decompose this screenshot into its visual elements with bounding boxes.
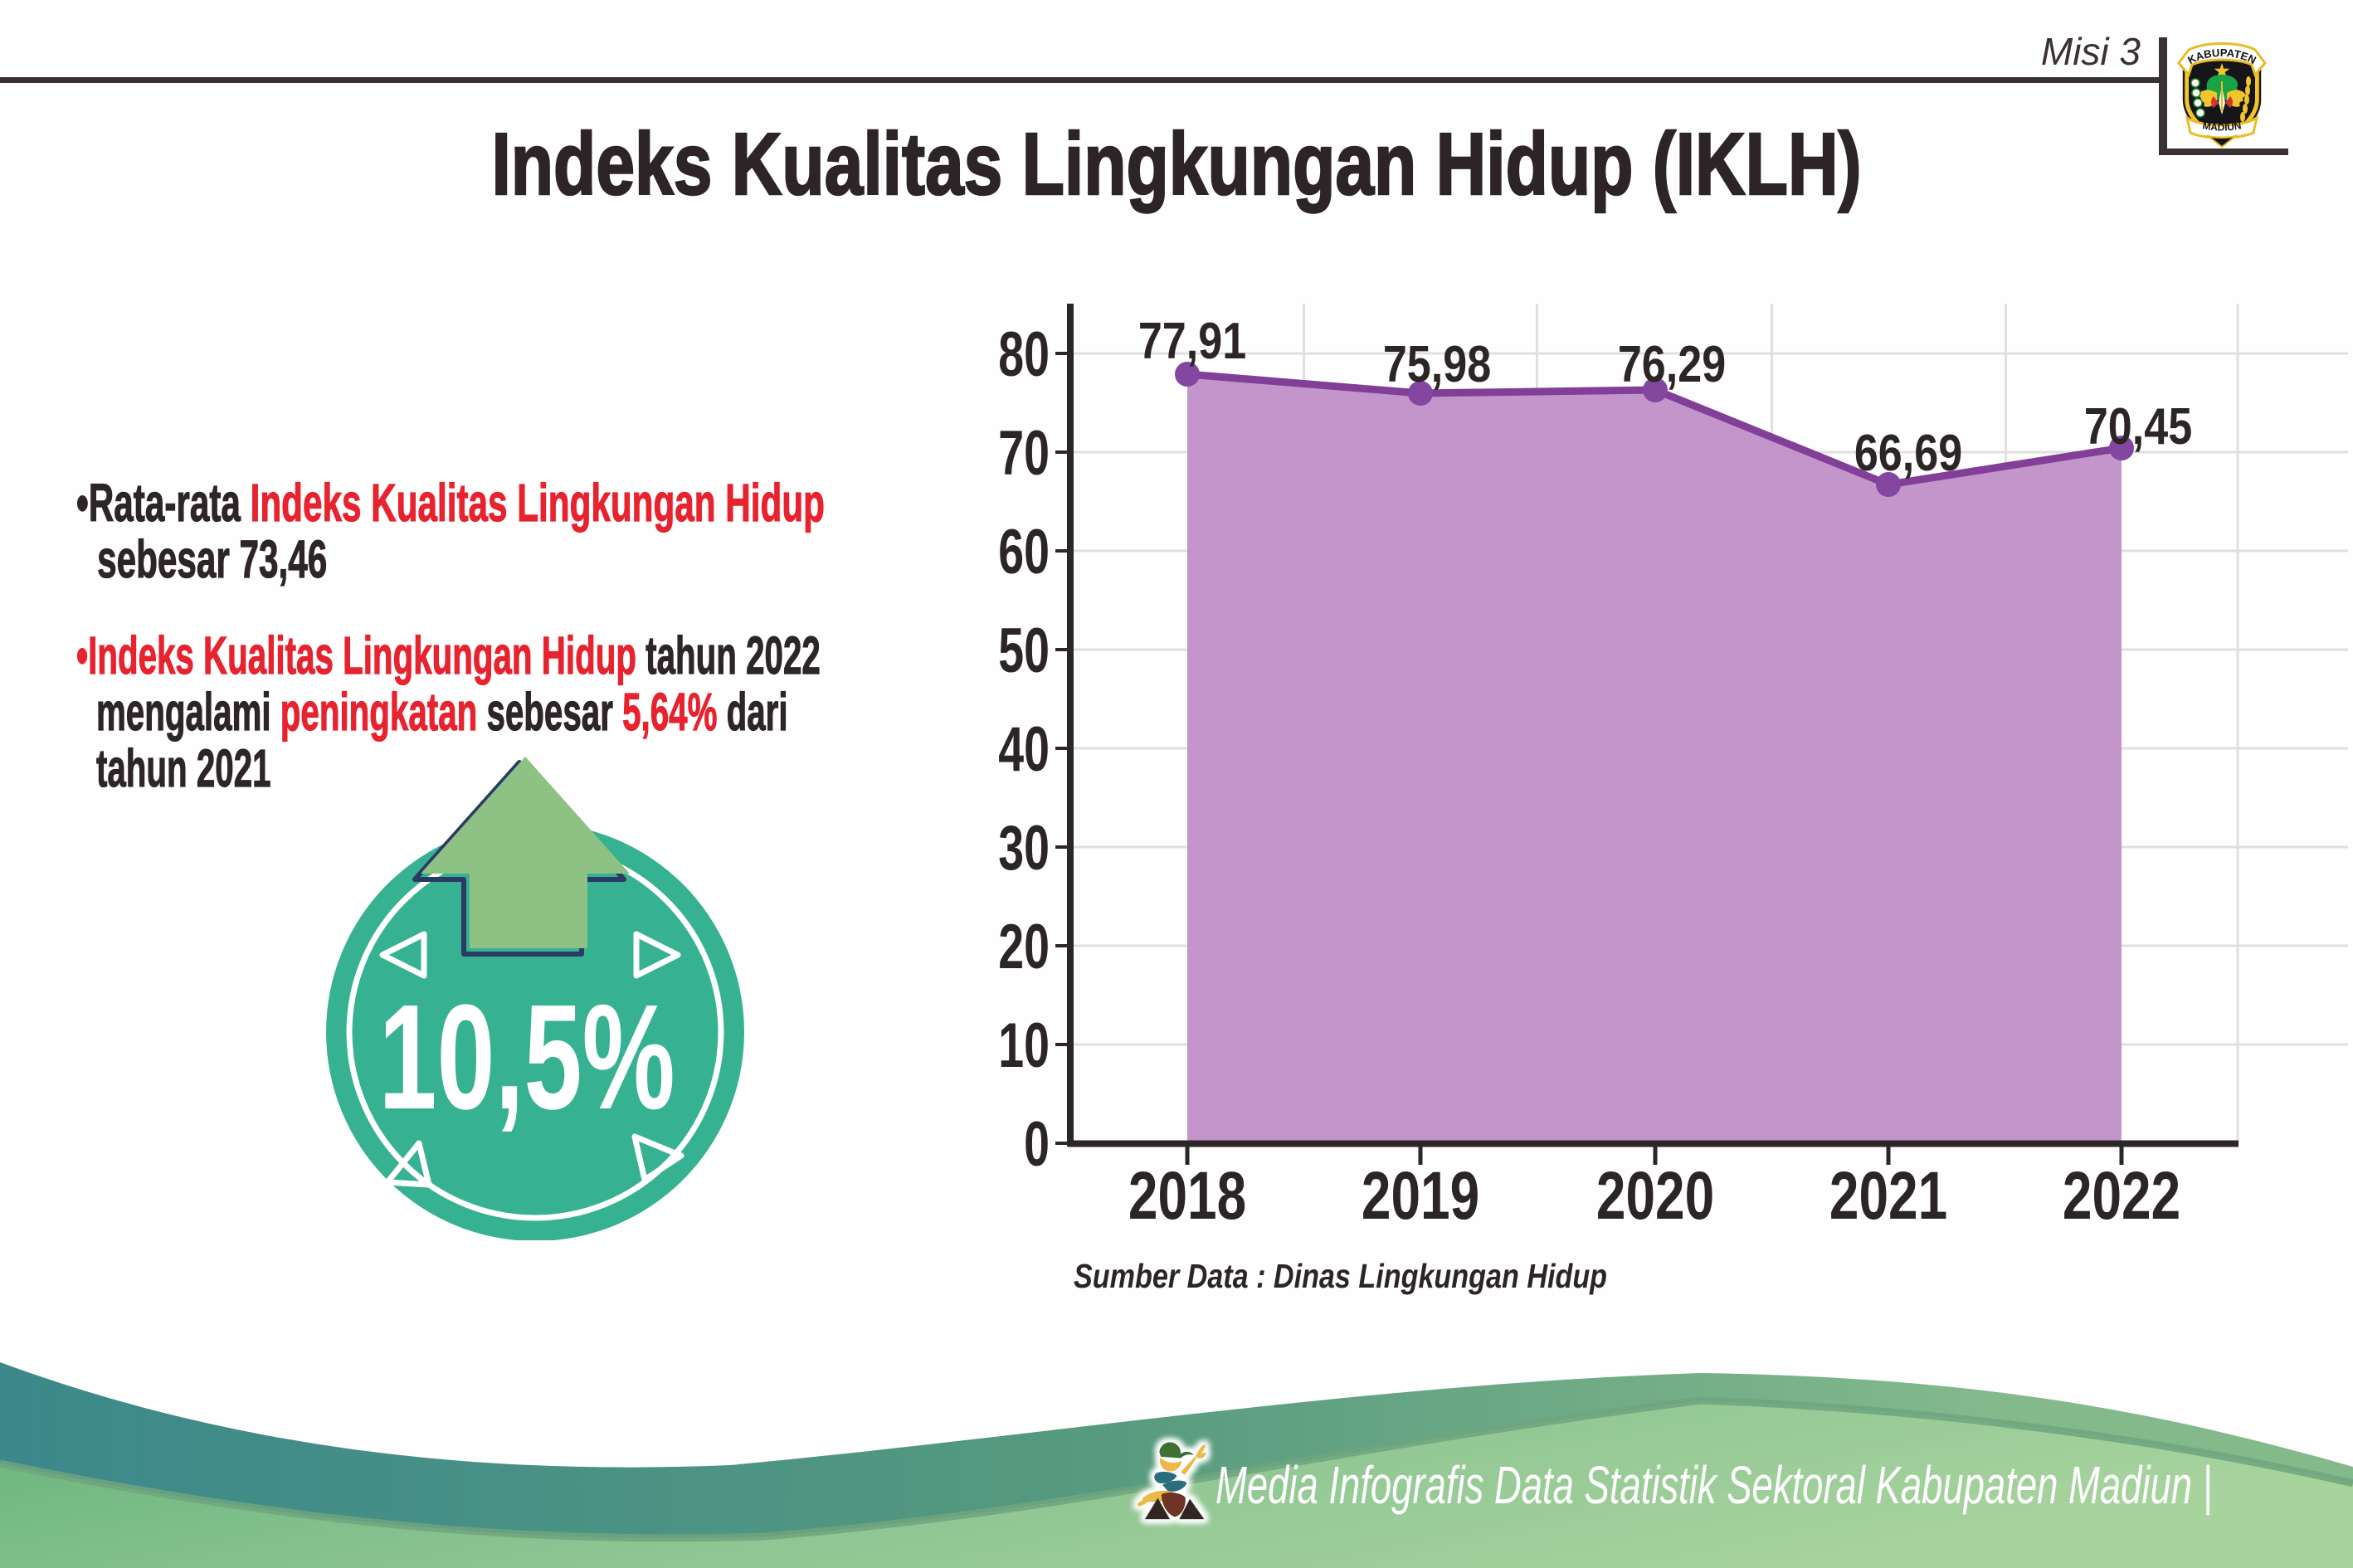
svg-text:76,29: 76,29 — [1618, 336, 1726, 393]
svg-text:10: 10 — [998, 1011, 1050, 1082]
svg-text:80: 80 — [998, 320, 1050, 391]
svg-text:2018: 2018 — [1128, 1157, 1246, 1234]
svg-text:75,98: 75,98 — [1383, 336, 1491, 393]
svg-text:30: 30 — [998, 814, 1050, 884]
svg-text:2022: 2022 — [2063, 1157, 2180, 1234]
svg-text:Sumber Data : Dinas Lingkungan: Sumber Data : Dinas Lingkungan Hidup — [1074, 1257, 1607, 1295]
svg-text:60: 60 — [998, 518, 1050, 588]
svg-text:2020: 2020 — [1596, 1157, 1714, 1234]
svg-text:70: 70 — [998, 419, 1050, 489]
svg-text:20: 20 — [998, 913, 1050, 983]
svg-text:0: 0 — [1024, 1110, 1050, 1181]
svg-text:66,69: 66,69 — [1854, 425, 1962, 482]
svg-text:Media Infografis Data Statisti: Media Infografis Data Statistik Sektoral… — [1215, 1455, 2212, 1516]
svg-text:77,91: 77,91 — [1138, 313, 1246, 370]
svg-text:2021: 2021 — [1829, 1157, 1947, 1234]
svg-text:2019: 2019 — [1362, 1157, 1479, 1234]
svg-text:70,45: 70,45 — [2084, 398, 2192, 455]
svg-text:MADIUN: MADIUN — [2202, 119, 2243, 133]
svg-text:40: 40 — [998, 715, 1050, 786]
svg-text:10,5%: 10,5% — [378, 973, 675, 1141]
svg-text:50: 50 — [998, 616, 1050, 687]
